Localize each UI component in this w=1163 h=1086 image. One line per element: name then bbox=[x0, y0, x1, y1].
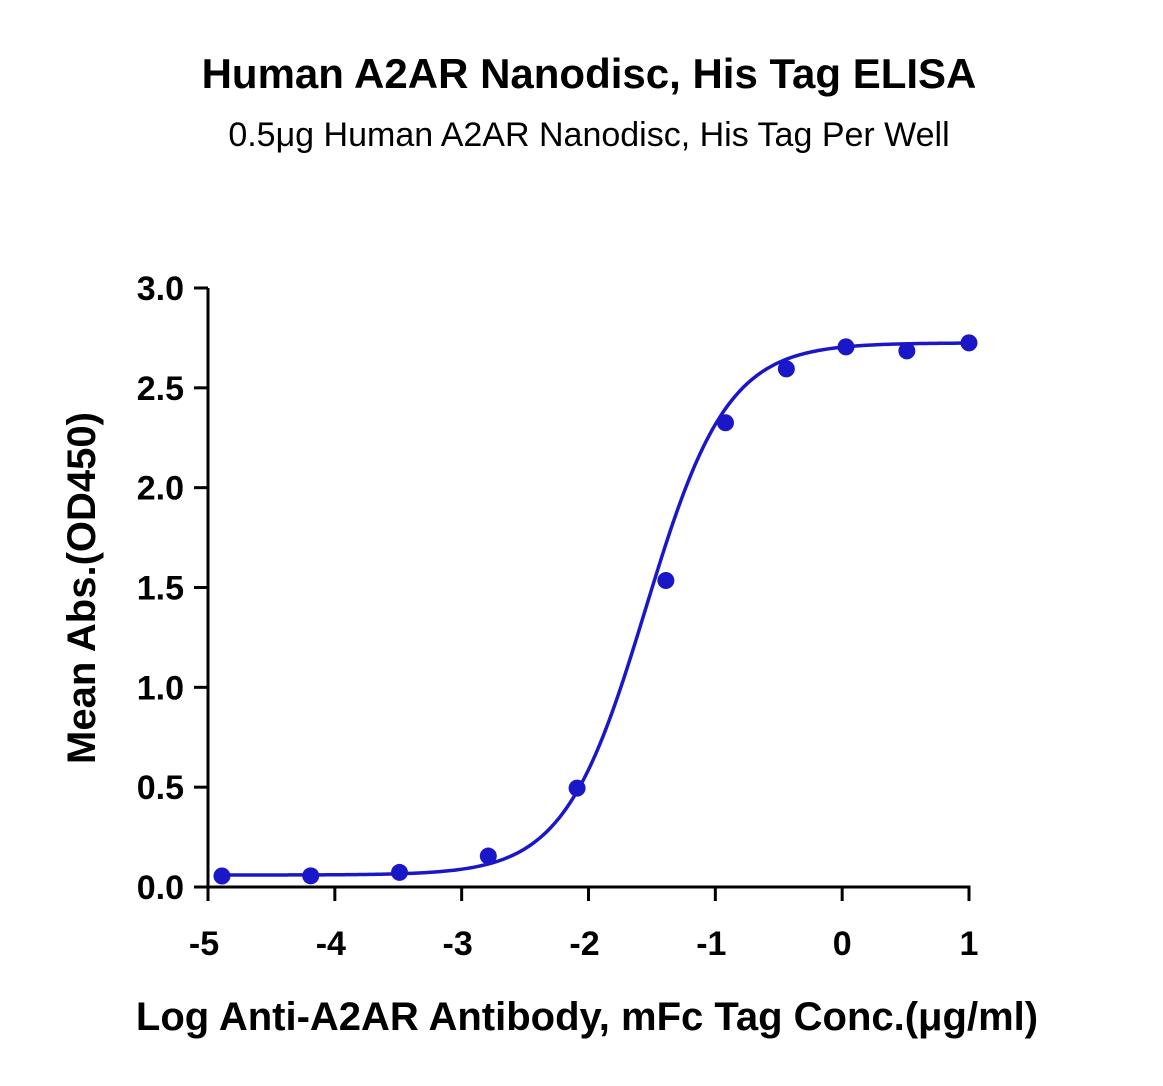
x-tick-label: -4 bbox=[316, 925, 346, 963]
x-tick-label: -5 bbox=[189, 925, 219, 963]
data-point bbox=[777, 360, 795, 378]
y-tick-label: 3.0 bbox=[137, 270, 184, 308]
y-axis-label: Mean Abs.(OD450) bbox=[60, 412, 104, 764]
y-tick-label: 2.5 bbox=[137, 370, 184, 408]
x-tick-label: 0 bbox=[833, 925, 852, 963]
data-point bbox=[568, 779, 586, 797]
data-point bbox=[302, 867, 320, 885]
chart-title: Human A2AR Nanodisc, His Tag ELISA bbox=[201, 50, 977, 97]
y-tick-label: 1.5 bbox=[137, 570, 184, 608]
data-points bbox=[213, 334, 978, 885]
x-tick-label: -1 bbox=[696, 925, 726, 963]
x-tick-label: -3 bbox=[443, 925, 473, 963]
data-point bbox=[391, 863, 409, 881]
x-tick-label: 1 bbox=[960, 925, 979, 963]
data-point bbox=[213, 867, 231, 885]
fit-curve bbox=[221, 341, 970, 877]
data-point bbox=[837, 338, 855, 356]
y-tick-label: 1.0 bbox=[137, 669, 184, 707]
y-tick-label: 2.0 bbox=[137, 470, 184, 508]
data-point bbox=[960, 334, 978, 352]
x-axis-label: Log Anti-A2AR Antibody, mFc Tag Conc.(μg… bbox=[136, 995, 1038, 1039]
chart-subtitle: 0.5μg Human A2AR Nanodisc, His Tag Per W… bbox=[228, 116, 950, 154]
x-tick-label: -2 bbox=[569, 925, 599, 963]
axes bbox=[206, 288, 971, 889]
data-point bbox=[479, 847, 497, 865]
data-point bbox=[716, 414, 734, 432]
y-tick-label: 0.0 bbox=[137, 869, 184, 907]
data-point bbox=[898, 342, 916, 360]
y-tick-label: 0.5 bbox=[137, 769, 184, 807]
ticks: -5 -4 -3 -2 -1 0 1 0.0 0.5 1.0 1.5 2.0 2.5 3.0 bbox=[137, 270, 979, 963]
data-point bbox=[657, 572, 675, 590]
